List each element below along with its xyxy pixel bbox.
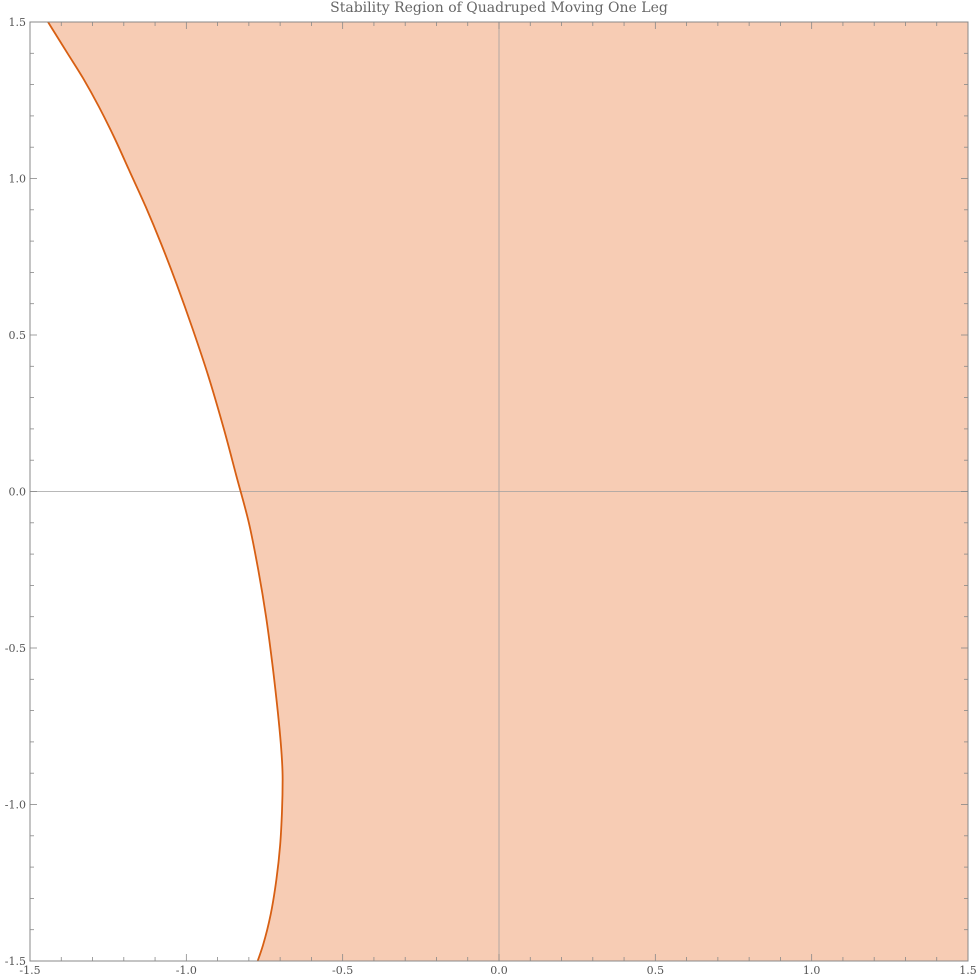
y-tick-label: -0.5 xyxy=(5,642,26,655)
x-tick-label: 1.0 xyxy=(803,964,821,977)
y-axis-ticks: -1.5 -1.0 -0.5 0.0 0.5 1.0 1.5 xyxy=(5,16,968,968)
x-axis-ticks: -1.5 -1.0 -0.5 0.0 0.5 1.0 1.5 xyxy=(19,22,977,977)
y-tick-label: 1.5 xyxy=(9,16,27,29)
y-tick-label: -1.0 xyxy=(5,799,26,812)
x-tick-label: -1.0 xyxy=(176,964,197,977)
y-tick-label: 1.0 xyxy=(9,173,27,186)
y-tick-label: 0.0 xyxy=(9,486,27,499)
stability-boundary-curve xyxy=(46,22,284,961)
x-tick-label: 1.5 xyxy=(959,964,977,977)
x-tick-label: -0.5 xyxy=(332,964,353,977)
chart-title: Stability Region of Quadruped Moving One… xyxy=(330,0,668,16)
x-tick-label: 0.5 xyxy=(647,964,665,977)
x-tick-label: -1.5 xyxy=(19,964,40,977)
y-tick-label: -1.5 xyxy=(5,955,26,968)
y-tick-label: 0.5 xyxy=(9,329,27,342)
plot-area xyxy=(30,22,968,961)
x-tick-label: 0.0 xyxy=(490,964,508,977)
